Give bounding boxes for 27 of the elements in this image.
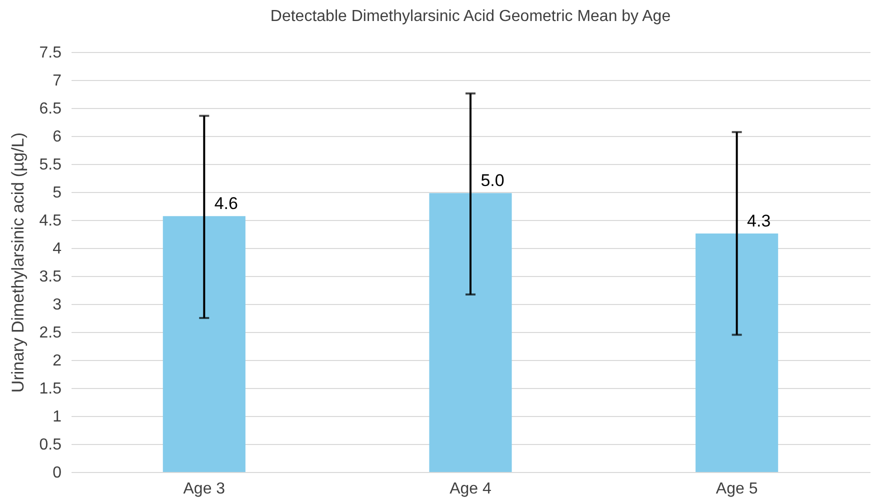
data-label: 4.6 — [214, 194, 238, 214]
y-tick-label: 1 — [52, 408, 62, 426]
y-tick-label: 5 — [52, 184, 62, 202]
y-tick-label: 4 — [52, 240, 62, 258]
bar — [429, 193, 512, 472]
y-tick-label: 6.5 — [39, 100, 62, 118]
y-tick-label: 3.5 — [39, 268, 62, 286]
y-tick-label: 3 — [52, 296, 62, 314]
x-tick-label: Age 4 — [450, 480, 492, 498]
data-label: 4.3 — [747, 211, 771, 230]
bar — [696, 233, 778, 472]
y-tick-label: 0.5 — [39, 436, 62, 454]
x-tick-label: Age 5 — [716, 480, 758, 498]
y-tick-label: 0 — [52, 464, 62, 482]
y-axis-title: Urinary Dimethylarsinic acid (µg/L) — [8, 132, 28, 393]
y-tick-label: 5.5 — [39, 156, 62, 174]
y-tick-label: 1.5 — [39, 380, 62, 398]
y-tick-label: 7.5 — [39, 44, 62, 62]
y-tick-label: 2 — [52, 352, 62, 370]
bar — [162, 216, 246, 472]
data-label: 5.0 — [480, 171, 504, 190]
x-tick-label: Age 3 — [183, 480, 226, 498]
y-tick-label: 7 — [52, 72, 62, 90]
y-tick-label: 2.5 — [39, 324, 62, 342]
y-tick-label: 4.5 — [39, 212, 62, 230]
y-tick-label: 6 — [52, 128, 62, 146]
chart-title: Detectable Dimethylarsinic Acid Geometric Mean by Age — [270, 8, 671, 25]
